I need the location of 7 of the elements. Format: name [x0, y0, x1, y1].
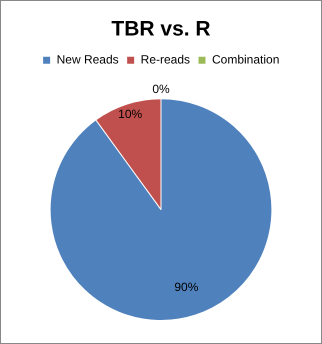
data-label: 10%	[118, 106, 142, 121]
legend-label: Re-reads	[140, 52, 190, 67]
text: 0%	[152, 82, 170, 96]
data-label: 90%	[174, 280, 199, 294]
chart-title: TBR vs. R	[111, 17, 211, 40]
legend-label: New Reads	[56, 52, 119, 67]
legend-label: Combination	[212, 52, 280, 67]
